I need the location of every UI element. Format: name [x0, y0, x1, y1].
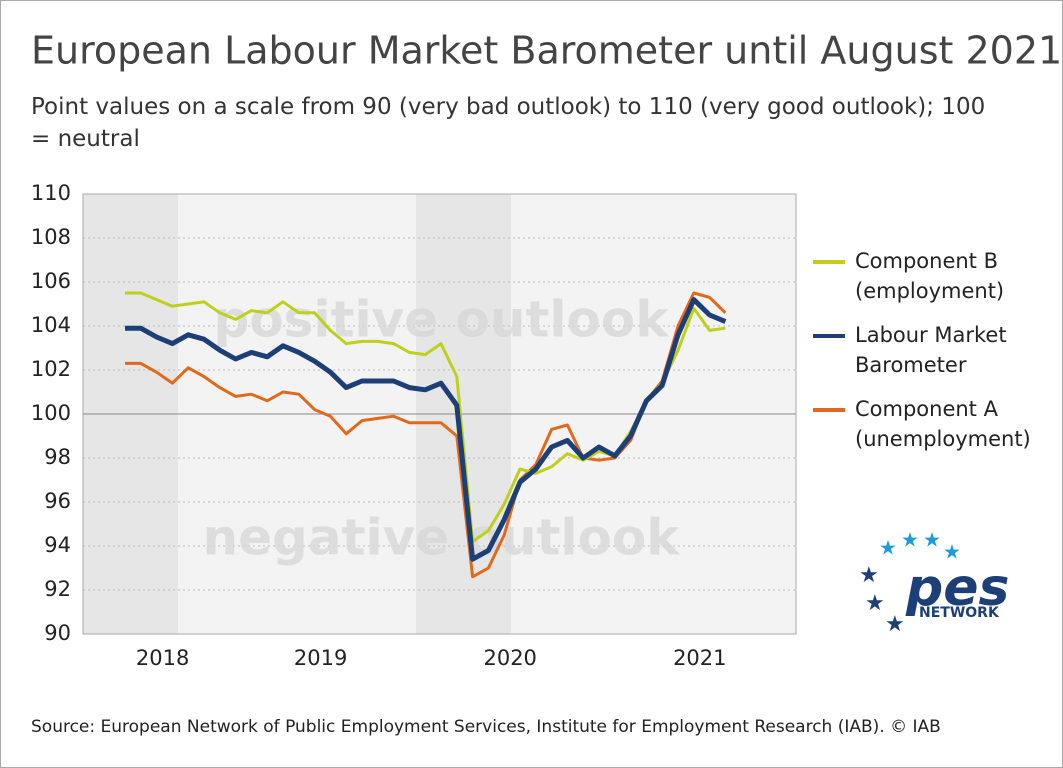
source: Source: European Network of Public Emplo… [31, 717, 941, 737]
plot-frame [82, 193, 797, 635]
annotation: negative outlook [203, 509, 682, 567]
logo-star: ★ [901, 528, 919, 552]
logo: pes NETWORK ★ ★ ★ ★ ★ ★ ★ [859, 528, 1009, 638]
logo-star: ★ [879, 536, 897, 560]
logo-star: ★ [865, 591, 885, 616]
y-tick-label: 96 [44, 489, 71, 513]
y-tick-label: 90 [44, 621, 71, 645]
y-tick-label: 94 [44, 533, 71, 557]
legend: Component B (employment) Labour Market Ba… [813, 246, 1031, 468]
logo-word: pes [905, 558, 1009, 618]
y-tick-label: 98 [44, 445, 71, 469]
series-line [125, 297, 727, 562]
legend-label: Component B (employment) [855, 249, 1005, 303]
legend-item: Component B (employment) [813, 246, 1028, 306]
chart-subtitle: Point values on a scale from 90 (very ba… [31, 94, 986, 152]
y-tick-label: 92 [44, 577, 71, 601]
y-tick-label: 106 [31, 269, 71, 293]
x-tick-label: 2019 [294, 646, 347, 670]
x-tick-label: 2021 [673, 646, 726, 670]
x-tick-label: 2020 [483, 646, 536, 670]
chart-title: European Labour Market Barometer until A… [31, 29, 1062, 73]
y-tick-label: 100 [31, 401, 71, 425]
logo-star: ★ [923, 528, 941, 552]
legend-swatch [813, 260, 845, 264]
annotation: positive outlook [214, 291, 671, 349]
y-tick-label: 102 [31, 357, 71, 381]
legend-item: Labour Market Barometer [813, 320, 1028, 380]
y-tick-label: 110 [31, 181, 71, 205]
legend-swatch [813, 334, 845, 338]
legend-swatch [813, 408, 845, 412]
legend-label: Labour Market Barometer [855, 323, 1007, 377]
logo-star: ★ [885, 612, 905, 637]
legend-label: Component A (unemployment) [855, 397, 1031, 451]
subtitle-box: Point values on a scale from 90 (very ba… [31, 94, 986, 152]
y-tick-label: 104 [31, 313, 71, 337]
y-tick-label: 108 [31, 225, 71, 249]
logo-star: ★ [943, 540, 961, 564]
logo-star: ★ [859, 563, 879, 588]
legend-item: Component A (unemployment) [813, 394, 1031, 454]
x-tick-label: 2018 [136, 646, 189, 670]
logo-subword: NETWORK [919, 605, 1000, 621]
